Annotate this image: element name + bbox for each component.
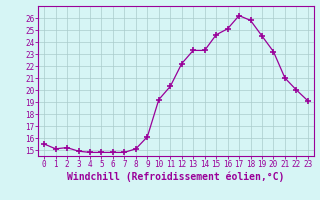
- X-axis label: Windchill (Refroidissement éolien,°C): Windchill (Refroidissement éolien,°C): [67, 172, 285, 182]
